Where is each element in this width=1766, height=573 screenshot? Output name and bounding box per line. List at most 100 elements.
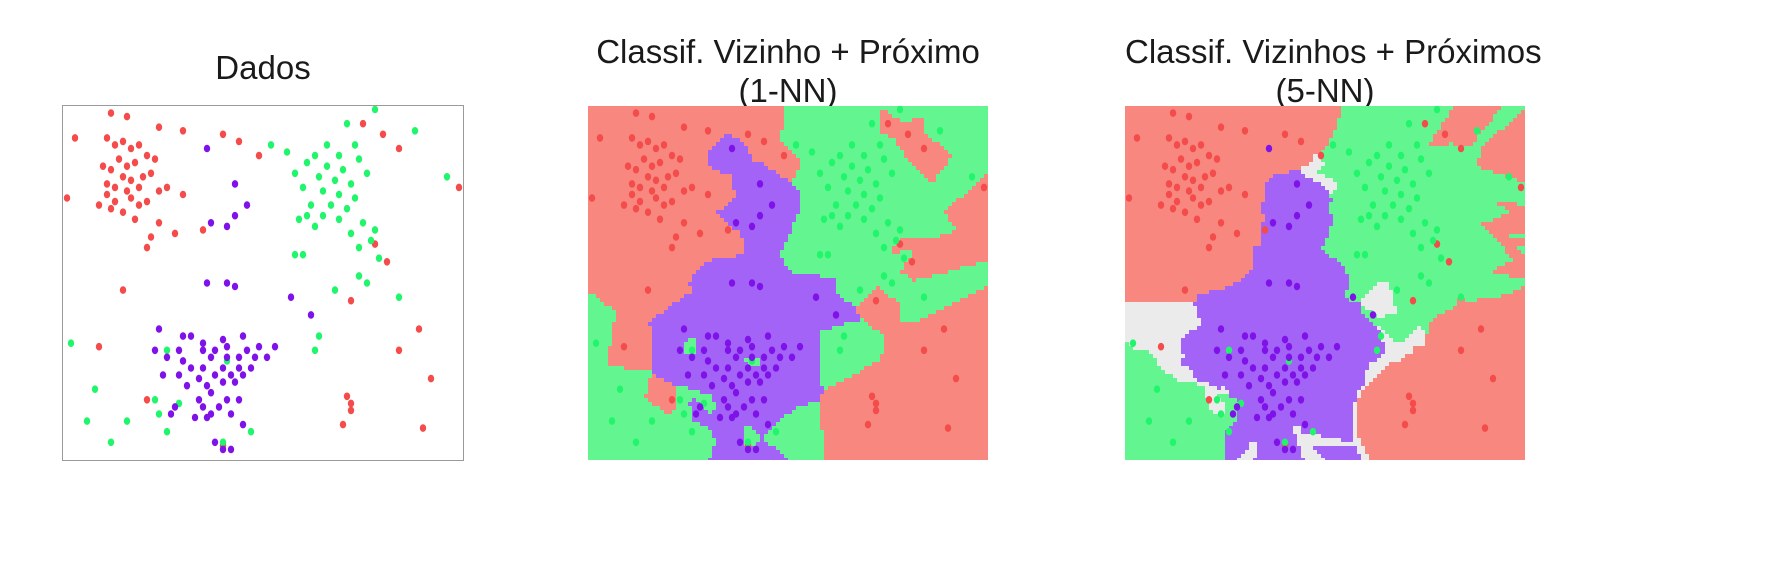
region-cell-red [1125,118,1338,123]
data-point-red [872,296,880,305]
region-cell-red [588,234,741,239]
region-cell-green [808,402,821,407]
data-point-red [1193,215,1201,224]
region-cell-undecided [1353,422,1358,427]
data-point-red [131,215,139,224]
data-point-purple [235,364,243,372]
region-cell-undecided [1417,326,1422,331]
region-cell-undecided [1385,342,1426,347]
region-cell-green [1125,426,1230,431]
region-cell-green [820,350,885,355]
region-cell-red [820,426,988,431]
region-cell-green [820,330,881,335]
data-point-green [1309,427,1317,436]
region-cell-green [1329,230,1490,235]
data-point-green [836,346,844,355]
data-point-red [620,342,628,351]
data-point-purple [231,378,239,386]
region-cell-undecided [1413,330,1426,335]
data-point-red [131,158,139,167]
region-cell-purple [716,406,797,411]
region-cell-undecided [1125,322,1202,327]
region-cell-green [836,278,913,283]
region-cell-purple [728,202,801,207]
data-point-red [347,406,355,415]
region-cell-green [1125,374,1174,379]
region-cell-green [1333,134,1434,139]
region-cell-undecided [1125,326,1198,331]
data-point-red [1317,151,1325,160]
region-cell-red [1497,202,1518,207]
region-cell-undecided [1197,382,1210,387]
data-point-red [1241,127,1249,135]
region-cell-green [1493,114,1518,119]
data-point-red [139,173,147,181]
region-cell-red [604,302,673,307]
region-cell-undecided [1365,370,1382,375]
data-point-green [1397,151,1405,160]
data-point-red [1205,243,1213,252]
data-point-red [415,325,423,333]
data-point-purple [688,353,696,362]
data-point-green [355,155,363,163]
data-point-purple [748,396,756,404]
region-cell-red [1389,362,1525,367]
data-point-purple [716,413,724,422]
region-cell-red [1521,286,1525,291]
data-point-purple [239,332,247,340]
data-point-red [1489,374,1497,383]
data-point-purple [1281,364,1289,372]
region-cell-red [824,442,988,447]
region-cell-red [1445,118,1494,123]
data-point-purple [680,325,688,333]
region-cell-green [588,318,617,323]
region-cell-red [860,370,988,375]
region-cell-undecided [1361,302,1394,307]
data-point-red [1189,194,1197,202]
data-point-red [1405,392,1413,401]
region-cell-purple [700,422,777,427]
region-cell-red [588,222,729,227]
region-cell-green [588,346,609,351]
region-cell-purple [1237,406,1354,411]
region-cell-red [752,154,797,159]
region-cell-red [824,430,988,435]
data-point-red [1125,194,1133,202]
panel-title-line: Classif. Vizinho + Próximo [596,33,980,70]
region-cell-red [1361,390,1525,395]
region-cell-red [588,170,721,175]
data-point-red [648,162,656,170]
region-cell-purple [696,338,821,343]
region-cell-green [1349,274,1510,279]
data-point-green [884,219,892,227]
region-cell-green [1337,122,1442,127]
region-cell-purple [692,274,821,279]
data-point-red [656,158,664,167]
region-cell-red [1509,274,1525,279]
region-cell-purple [688,402,701,407]
plot-area-5nn [1125,106,1525,460]
region-cell-purple [1257,446,1302,451]
region-cell-green [588,430,713,435]
region-cell-green [888,110,988,115]
region-cell-green [1481,130,1498,135]
data-point-purple [223,353,231,362]
data-point-red [660,141,668,149]
region-cell-red [904,266,961,271]
region-cell-purple [712,434,745,439]
region-cell-purple [1193,302,1362,307]
data-point-red [127,176,135,185]
region-cell-red [1125,122,1338,127]
panel-title-5nn: Classif. Vizinhos + Próximos (5-NN) [1125,32,1542,110]
data-point-green [896,106,904,114]
region-cell-purple [700,266,789,271]
region-cell-undecided [1297,434,1322,439]
data-point-red [680,219,688,227]
data-point-purple [167,410,175,418]
data-point-red [163,183,171,192]
data-point-red [1181,208,1189,216]
region-cell-green [892,114,988,119]
data-point-purple [788,353,796,362]
data-point-red [1205,197,1213,206]
region-cell-red [588,134,725,139]
